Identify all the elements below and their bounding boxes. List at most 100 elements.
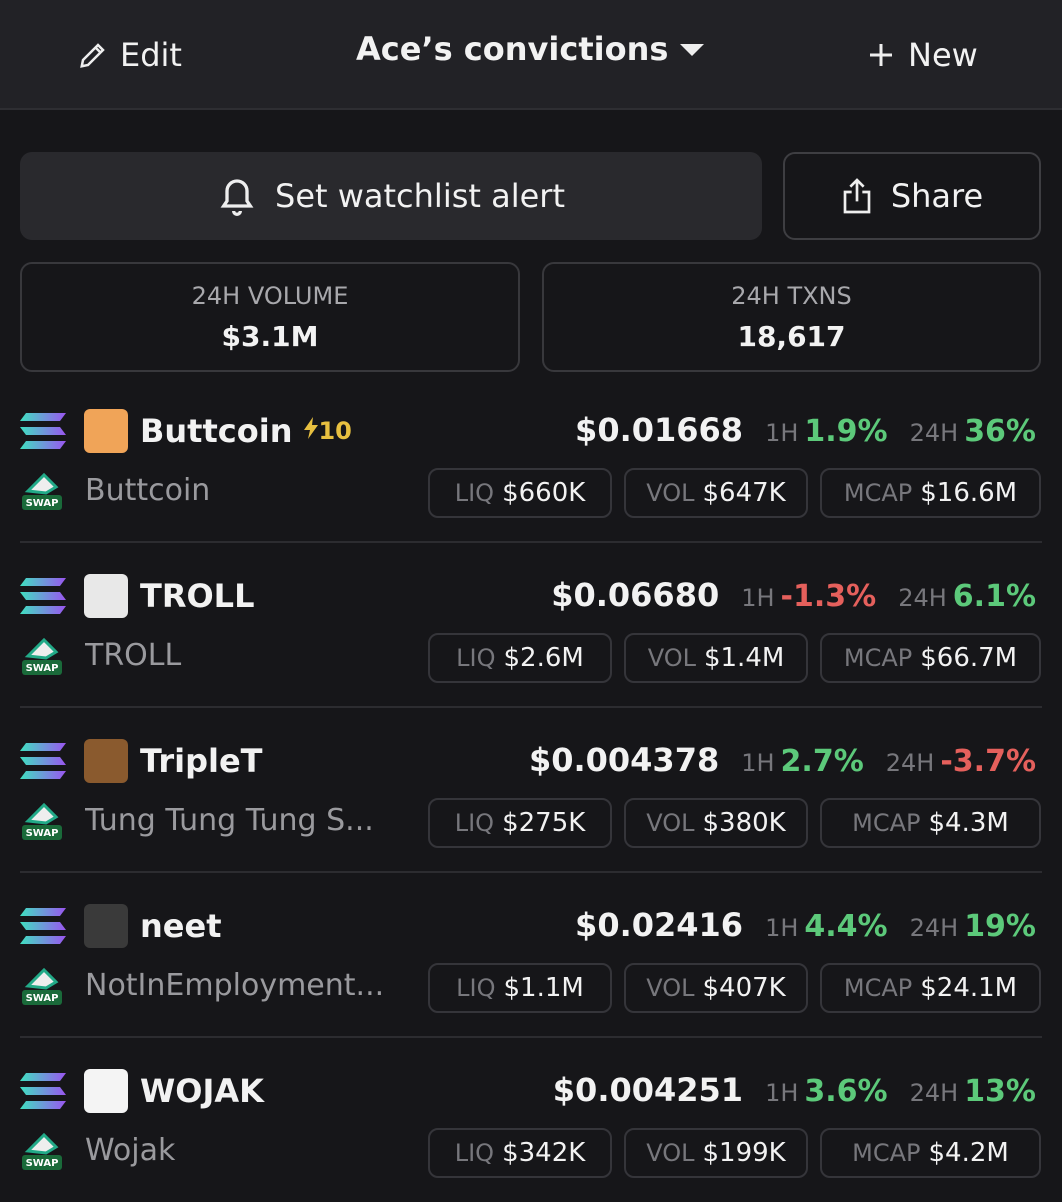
liq-value: $342K — [502, 1138, 586, 1168]
vol-pill: VOL $1.4M — [624, 633, 808, 683]
liq-label: LIQ — [456, 974, 496, 1002]
mcap-label: MCAP — [843, 644, 913, 672]
chain-icon-wrap — [20, 908, 66, 948]
share-button[interactable]: Share — [783, 152, 1041, 240]
h1-label: 1H — [765, 419, 799, 447]
h24-change: 6.1% — [952, 579, 1036, 614]
h24-change: 13% — [964, 1074, 1036, 1109]
price-line: $0.004251 1H 3.6% 24H 13% — [553, 1071, 1036, 1109]
swap-icon-wrap: SWAP — [20, 1131, 64, 1175]
badge-value: 10 — [318, 417, 352, 445]
h1-change: 2.7% — [780, 744, 864, 779]
boost-badge: 10 — [304, 417, 352, 445]
liq-pill: LIQ $275K — [428, 798, 612, 848]
token-row[interactable]: SWAP WOJAK Wojak $0.004251 1H 3.6% 24H 13% LIQ $3… — [0, 1055, 1062, 1202]
mcap-pill: MCAP $16.6M — [820, 468, 1041, 518]
svg-text:SWAP: SWAP — [26, 1158, 59, 1169]
liq-value: $275K — [502, 808, 586, 838]
swap-icon-wrap: SWAP — [20, 966, 64, 1010]
stat-card: 24H TXNS 18,617 — [542, 262, 1041, 372]
mcap-value: $24.1M — [920, 973, 1018, 1003]
vol-label: VOL — [647, 644, 696, 672]
plus-icon — [870, 44, 892, 66]
stat-value: $3.1M — [221, 320, 319, 353]
swap-icon: SWAP — [22, 967, 62, 1005]
svg-text:SWAP: SWAP — [26, 828, 59, 839]
h1-label: 1H — [741, 584, 775, 612]
liq-label: LIQ — [454, 809, 495, 837]
chain-icon-wrap — [20, 1073, 66, 1113]
separator — [20, 541, 1042, 543]
token-avatar — [84, 739, 128, 783]
swap-icon: SWAP — [22, 472, 62, 510]
bolt-icon — [304, 417, 319, 439]
token-row[interactable]: SWAP TROLL TROLL $0.06680 1H -1.3% 24H 6.1% LIQ $… — [0, 560, 1062, 707]
token-avatar — [84, 904, 128, 948]
bell-icon — [220, 179, 254, 216]
edit-button[interactable]: Edit — [78, 30, 182, 80]
liq-pill: LIQ $342K — [428, 1128, 612, 1178]
price: $0.004378 — [528, 741, 720, 779]
chain-icon-wrap — [20, 578, 66, 618]
token-avatar — [84, 1069, 128, 1113]
separator — [20, 706, 1042, 708]
liq-value: $660K — [502, 478, 586, 508]
token-row[interactable]: SWAP TripleT Tung Tung Tung S... $0.004378 1… — [0, 725, 1062, 872]
svg-text:SWAP: SWAP — [26, 498, 59, 509]
token-name: Wojak — [85, 1133, 176, 1168]
vol-value: $380K — [702, 808, 786, 838]
svg-text:SWAP: SWAP — [26, 993, 59, 1004]
token-name: Buttcoin — [85, 473, 211, 508]
swap-icon: SWAP — [22, 1132, 62, 1170]
vol-pill: VOL $199K — [624, 1128, 808, 1178]
share-label: Share — [890, 177, 984, 215]
h24-change: 36% — [964, 414, 1036, 449]
h1-change: -1.3% — [780, 579, 877, 614]
price: $0.01668 — [575, 411, 744, 449]
vol-value: $199K — [702, 1138, 786, 1168]
new-button[interactable]: New — [868, 30, 978, 80]
token-symbol: TROLL — [140, 577, 255, 615]
pencil-icon — [80, 43, 105, 68]
token-symbol: neet — [140, 907, 222, 945]
vol-pill: VOL $647K — [624, 468, 808, 518]
mcap-label: MCAP — [852, 1139, 921, 1167]
token-row[interactable]: SWAP neet NotInEmployment... $0.02416 1H 4.4%… — [0, 890, 1062, 1037]
token-avatar — [84, 574, 128, 618]
stat-label: 24H VOLUME — [191, 282, 349, 310]
alert-label: Set watchlist alert — [275, 177, 565, 215]
alert-button[interactable]: Set watchlist alert — [20, 152, 762, 240]
swap-icon: SWAP — [22, 802, 62, 840]
watchlist-selector[interactable]: Ace’s convictions — [356, 24, 705, 74]
vol-label: VOL — [646, 974, 695, 1002]
swap-icon-wrap: SWAP — [20, 801, 64, 845]
token-name: Tung Tung Tung S... — [85, 803, 374, 838]
h24-change: -3.7% — [940, 744, 1036, 779]
separator — [20, 871, 1042, 873]
token-name: TROLL — [85, 638, 182, 673]
h1-label: 1H — [765, 1079, 799, 1107]
swap-icon-wrap: SWAP — [20, 471, 64, 515]
price-line: $0.06680 1H -1.3% 24H 6.1% — [551, 576, 1036, 614]
mcap-value: $66.7M — [920, 643, 1018, 673]
token-name: NotInEmployment... — [85, 968, 385, 1003]
symbol-line: TROLL — [140, 574, 254, 618]
price: $0.06680 — [551, 576, 720, 614]
caret — [680, 44, 705, 56]
price-line: $0.01668 1H 1.9% 24H 36% — [575, 411, 1036, 449]
h1-change: 4.4% — [804, 909, 888, 944]
vol-label: VOL — [646, 1139, 695, 1167]
mcap-pill: MCAP $24.1M — [820, 963, 1041, 1013]
liq-pill: LIQ $2.6M — [428, 633, 612, 683]
vol-value: $647K — [702, 478, 786, 508]
share-icon — [843, 178, 871, 214]
chain-icon-wrap — [20, 743, 66, 783]
token-symbol: WOJAK — [140, 1072, 264, 1110]
vol-label: VOL — [646, 809, 695, 837]
stat-card: 24H VOLUME $3.1M — [20, 262, 520, 372]
liq-pill: LIQ $1.1M — [428, 963, 612, 1013]
mcap-pill: MCAP $66.7M — [820, 633, 1041, 683]
token-row[interactable]: SWAP Buttcoin 10 Buttcoin $0.01668 1H 1.9% 24H 3… — [0, 395, 1062, 542]
h1-label: 1H — [741, 749, 775, 777]
